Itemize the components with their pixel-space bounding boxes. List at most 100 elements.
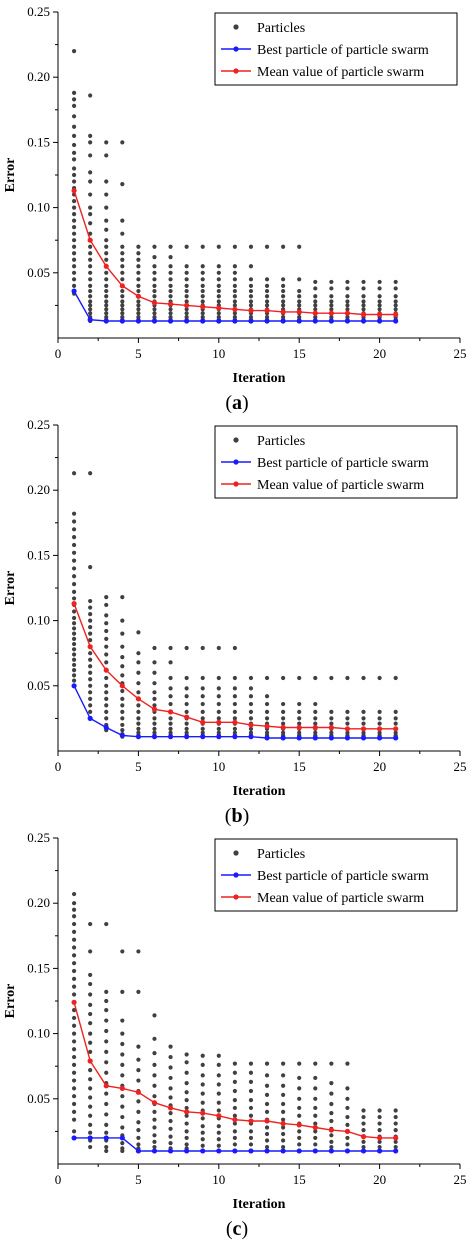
particle-point <box>88 972 93 978</box>
mean-value-point <box>216 305 222 311</box>
particle-point <box>361 1121 366 1126</box>
x-tick-label: 15 <box>293 346 306 361</box>
particle-point <box>281 303 286 308</box>
particle-point <box>120 264 125 269</box>
particle-point <box>200 1124 205 1129</box>
particle-point <box>120 1114 125 1120</box>
particle-point <box>216 686 221 691</box>
particle-point <box>297 1086 302 1091</box>
particle-point <box>71 968 77 974</box>
particle-point <box>393 1127 398 1133</box>
particle-point <box>71 150 77 155</box>
particle-point <box>200 1116 205 1121</box>
particle-point <box>152 690 157 695</box>
y-tick-label: 0.15 <box>27 960 50 975</box>
particle-point <box>329 716 334 721</box>
legend-box <box>214 838 458 912</box>
x-axis-label: Iteration <box>233 784 286 799</box>
best-particle-point <box>87 1135 93 1141</box>
particle-point <box>264 675 270 681</box>
mean-value-point <box>377 726 383 732</box>
legend-best-label: Best particle of particle swarm <box>257 43 429 58</box>
particle-point <box>313 1096 318 1101</box>
mean-value-point <box>71 999 77 1005</box>
particle-point <box>104 989 109 994</box>
particle-point <box>248 726 254 731</box>
particle-point <box>184 299 189 304</box>
particle-point <box>248 709 254 714</box>
particle-point <box>313 1105 318 1111</box>
particle-point <box>71 641 77 647</box>
mean-value-point <box>184 302 190 308</box>
particle-point <box>200 288 205 294</box>
particle-point <box>104 998 109 1004</box>
particle-point <box>104 1028 109 1034</box>
particle-point <box>329 286 334 291</box>
particle-point <box>393 1139 398 1144</box>
best-particle-point <box>119 318 125 324</box>
particle-point <box>88 264 93 269</box>
particle-point <box>104 652 109 657</box>
particle-point <box>297 1113 302 1118</box>
particle-point <box>184 307 189 312</box>
particle-point <box>184 244 189 249</box>
y-tick-label: 0.20 <box>27 895 50 910</box>
particle-point <box>168 660 173 665</box>
chart-panel-a: 0 5 10 15 20 25 0.05 0.10 0.15 0.20 0.25 Iteration E… <box>3 4 467 386</box>
best-particle-point <box>280 318 286 324</box>
particle-point <box>88 1122 93 1127</box>
particle-point <box>120 949 125 954</box>
particle-point <box>71 277 77 282</box>
x-tick-label: 15 <box>293 1172 306 1187</box>
particle-point <box>71 1078 77 1083</box>
particle-point <box>297 288 302 294</box>
particle-point <box>120 244 125 249</box>
particle-point <box>71 179 77 184</box>
x-tick-label: 5 <box>135 1172 142 1187</box>
best-particle-point <box>167 318 174 324</box>
particle-point <box>345 721 350 726</box>
particle-point <box>104 636 109 641</box>
particle-point <box>104 683 109 688</box>
best-particle-point <box>135 318 141 324</box>
particle-point <box>152 1013 157 1018</box>
particle-point <box>232 726 237 731</box>
best-particle-point <box>103 724 109 731</box>
best-particle-point <box>377 318 383 324</box>
particle-point <box>216 294 221 299</box>
particle-point <box>104 251 109 256</box>
particle-point <box>88 1130 93 1135</box>
particle-point <box>313 1129 318 1134</box>
particle-point <box>104 1039 109 1044</box>
particle-point <box>71 550 77 555</box>
particle-point <box>152 1144 157 1150</box>
particle-point <box>71 103 77 108</box>
particle-point <box>248 1135 254 1141</box>
best-particle-point <box>151 1148 158 1154</box>
best-particle-point <box>248 318 254 324</box>
particle-point <box>152 1133 157 1138</box>
particle-point <box>200 244 205 249</box>
mean-value-point <box>312 310 318 316</box>
particle-point <box>104 283 109 288</box>
particle-point <box>136 264 141 269</box>
particle-point <box>184 686 189 691</box>
best-particle-point <box>103 318 109 324</box>
particle-point <box>120 277 125 282</box>
mean-value-point <box>232 1117 238 1123</box>
particle-point <box>264 1083 270 1088</box>
particle-point <box>104 628 109 634</box>
particle-point <box>88 992 93 997</box>
mean-value-point <box>103 1083 109 1089</box>
particle-point <box>345 299 350 304</box>
mean-value-point <box>184 714 190 720</box>
mean-value-point <box>248 722 254 728</box>
legend-box <box>214 12 458 86</box>
particle-point <box>120 1073 125 1078</box>
particle-point <box>71 615 77 621</box>
particle-point <box>232 709 237 714</box>
particle-point <box>216 1100 221 1105</box>
particle-point <box>120 655 125 660</box>
particle-point <box>120 307 125 312</box>
particle-point <box>104 690 109 695</box>
